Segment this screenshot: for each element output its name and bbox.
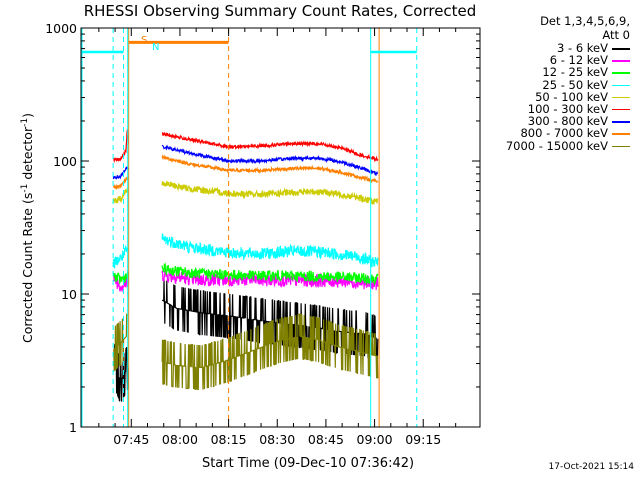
legend: Det 1,3,4,5,6,9, Att 0 3 - 6 keV 6 - 12 k… (478, 14, 636, 153)
y-tick-label: 10 (61, 287, 77, 302)
y-axis-label-sup-2: -1 (20, 118, 30, 127)
legend-entry: 800 - 7000 keV (478, 126, 636, 141)
legend-label: 50 - 100 keV (535, 89, 608, 104)
legend-entry: 300 - 800 keV (478, 114, 636, 129)
legend-entry: 3 - 6 keV (478, 41, 636, 55)
y-axis-label: Corrected Count Rate (s-1 detector-1) (20, 113, 35, 343)
series-line (161, 313, 379, 391)
legend-label: 800 - 7000 keV (520, 126, 608, 141)
legend-entry: 6 - 12 keV (478, 53, 636, 68)
x-tick-label: 09:15 (405, 432, 441, 447)
legend-swatch (612, 72, 630, 74)
legend-entry: 50 - 100 keV (478, 89, 636, 104)
series-line (112, 176, 129, 191)
legend-entry: 100 - 300 keV (478, 101, 636, 116)
y-tick-label: 100 (53, 154, 77, 169)
series-line (161, 262, 379, 286)
series-line (161, 131, 379, 163)
series-line (113, 129, 129, 164)
legend-label: 6 - 12 keV (549, 53, 608, 68)
legend-entry: 7000 - 15000 keV (478, 138, 636, 153)
series-line (112, 245, 129, 269)
legend-label: 300 - 800 keV (527, 114, 608, 129)
annotation-s: S (141, 35, 147, 46)
series-line (161, 180, 379, 205)
x-tick-label: 09:00 (357, 432, 393, 447)
y-axis-label-main: Corrected Count Rate (s (20, 193, 35, 343)
series-line (161, 144, 379, 177)
series-line (112, 273, 129, 293)
series-line (112, 166, 129, 180)
legend-entry: 12 - 25 keV (478, 65, 636, 80)
legend-label: 12 - 25 keV (542, 65, 608, 80)
y-tick-label: 1000 (45, 21, 77, 36)
x-tick-label: 08:15 (211, 432, 247, 447)
legend-swatch (612, 60, 630, 62)
legend-swatch (612, 96, 630, 99)
legend-swatch (612, 121, 630, 123)
legend-swatch (612, 84, 630, 87)
x-tick-label: 08:30 (259, 432, 295, 447)
legend-swatch (612, 108, 630, 111)
legend-header-line-2: Att 0 (602, 28, 630, 42)
series-line (112, 270, 129, 285)
series-line (161, 154, 379, 184)
y-tick-label: 1 (69, 420, 77, 435)
legend-label: 100 - 300 keV (527, 101, 608, 116)
legend-swatch (612, 145, 630, 147)
y-axis-label-sup-1: -1 (20, 184, 30, 193)
legend-swatch (612, 133, 630, 135)
chart-title: RHESSI Observing Summary Count Rates, Co… (84, 2, 477, 20)
y-axis-label-mid: detector (20, 126, 35, 184)
x-axis-label: Start Time (09-Dec-10 07:36:42) (202, 456, 414, 471)
legend-label: 25 - 50 keV (542, 77, 608, 92)
legend-label: 3 - 6 keV (557, 41, 608, 55)
annotation-n: N (152, 42, 159, 53)
legend-header-line-1: Det 1,3,4,5,6,9, (540, 14, 630, 28)
plot-frame (80, 27, 481, 428)
legend-entry: 25 - 50 keV (478, 77, 636, 92)
series-line (112, 187, 129, 204)
timestamp: 17-Oct-2021 15:14 (548, 462, 634, 472)
series-line (161, 233, 379, 268)
y-axis-label-end: ) (20, 113, 35, 118)
legend-label: 7000 - 15000 keV (505, 138, 608, 153)
legend-swatch (612, 48, 630, 50)
x-tick-label: 08:45 (308, 432, 344, 447)
series-line (112, 313, 129, 372)
x-tick-label: 07:45 (113, 432, 149, 447)
x-tick-label: 08:00 (162, 432, 198, 447)
